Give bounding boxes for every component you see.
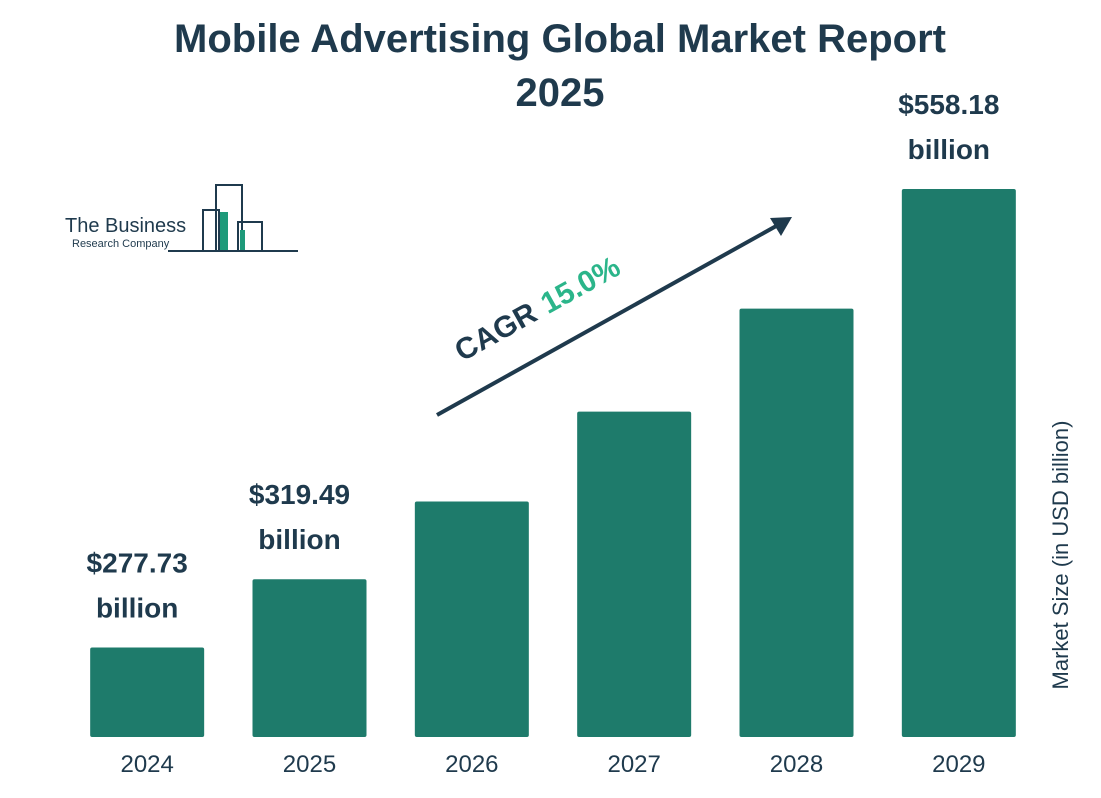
cagr-value: 15.0% — [535, 250, 625, 320]
bar — [901, 188, 1016, 738]
x-tick-label: 2026 — [445, 751, 498, 778]
bar — [414, 501, 529, 737]
logo-text: Research Company — [72, 238, 170, 250]
x-tick-label: 2027 — [607, 751, 660, 778]
x-tick-label: 2024 — [120, 751, 173, 778]
logo — [168, 184, 298, 252]
cagr-annotation: CAGR15.0% — [436, 217, 792, 417]
x-tick-label: 2029 — [932, 751, 985, 778]
logo-accent — [220, 212, 228, 251]
cagr-arrowhead — [770, 217, 792, 236]
value-label: $277.73 billion — [87, 548, 188, 624]
value-label: $558.18 billion — [898, 89, 999, 165]
bar — [739, 308, 854, 737]
bar — [577, 411, 692, 737]
x-tick-label: 2028 — [770, 751, 823, 778]
cagr-label: CAGR — [449, 296, 543, 368]
chart-title: Mobile Advertising Global Market Report 2… — [174, 17, 946, 115]
cagr-text: CAGR15.0% — [449, 250, 625, 368]
bar — [90, 647, 205, 737]
bar — [252, 579, 367, 737]
x-tick-label: 2025 — [283, 751, 336, 778]
y-axis-label: Market Size (in USD billion) — [1048, 421, 1073, 690]
logo-accent — [240, 230, 245, 251]
cagr-arrow — [436, 223, 779, 417]
value-label: $319.49 billion — [249, 479, 350, 555]
logo-text: The Business — [65, 215, 186, 237]
